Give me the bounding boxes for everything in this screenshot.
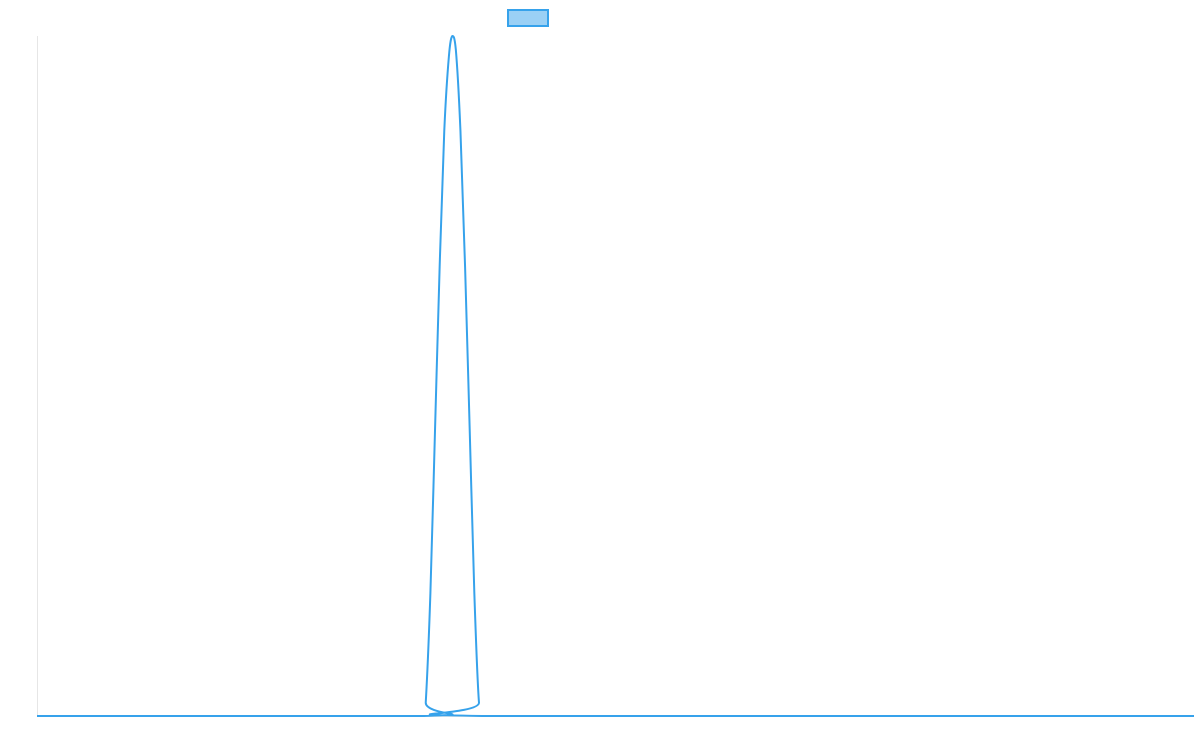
data-point[interactable] — [441, 128, 447, 134]
data-point[interactable] — [437, 264, 443, 270]
data-point[interactable] — [1191, 713, 1197, 719]
legend — [507, 9, 549, 27]
legend-swatch[interactable] — [507, 9, 549, 27]
data-point[interactable] — [432, 427, 438, 433]
data-point[interactable] — [423, 699, 429, 705]
data-point[interactable] — [462, 264, 468, 270]
series-layer — [34, 33, 1197, 719]
data-point[interactable] — [34, 713, 40, 719]
data-point[interactable] — [453, 47, 459, 53]
data-point[interactable] — [420, 713, 426, 719]
data-point[interactable] — [457, 128, 463, 134]
data-point[interactable] — [471, 591, 477, 597]
series-line — [37, 35, 1194, 718]
data-point[interactable] — [449, 33, 455, 39]
data-point[interactable] — [467, 427, 473, 433]
data-point[interactable] — [481, 713, 487, 719]
data-point[interactable] — [427, 591, 433, 597]
data-point[interactable] — [476, 699, 482, 705]
data-point[interactable] — [446, 53, 452, 59]
